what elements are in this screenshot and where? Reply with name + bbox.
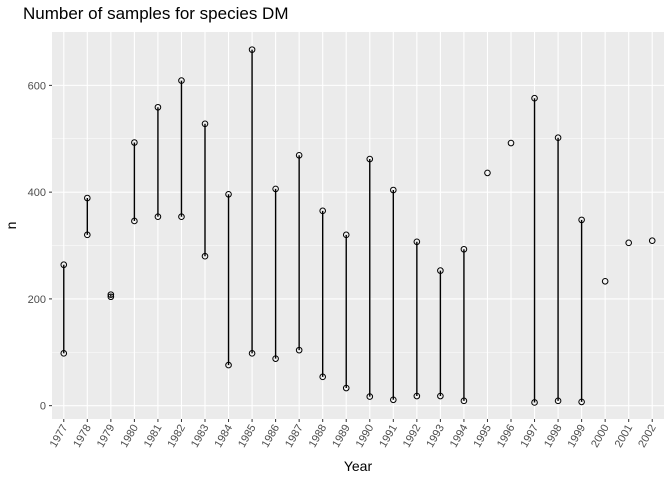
data-point [578,398,585,406]
data-point [248,350,256,357]
data-point [554,397,562,405]
x-tick-label: 2002 [636,423,659,450]
data-point [272,185,279,193]
data-point [248,46,256,53]
y-axis: 0 200 400 600 [28,80,52,413]
x-tick-label: 1978 [71,423,94,450]
x-tick-label: 2001 [613,423,636,450]
data-point [107,293,115,301]
chart-title: Number of samples for species DM [23,4,289,23]
data-point [60,350,68,357]
data-point [366,393,374,400]
x-tick-label: 1990 [354,423,377,450]
data-point [225,361,232,369]
data-point [578,216,585,224]
x-tick-label: 1982 [165,423,188,450]
data-point [131,139,138,146]
x-tick-label: 1985 [236,423,259,450]
y-tick-label: 600 [28,80,46,92]
y-tick-label: 0 [40,401,46,413]
x-tick-label: 1983 [189,423,212,450]
x-tick-label: 1997 [519,423,542,450]
panel-background [52,32,664,419]
data-point [178,77,185,84]
data-point [295,346,303,354]
range-segments [63,49,583,403]
data-point [60,261,68,269]
data-point [554,134,562,141]
x-tick-label: 1986 [260,423,283,450]
data-point [437,267,444,274]
data-point [460,245,468,253]
x-tick-label: 1989 [330,423,353,450]
x-tick-label: 1981 [142,423,165,450]
data-point [625,239,632,247]
data-point [648,237,656,245]
data-point [201,120,209,128]
data-point [225,190,232,198]
data-point [154,213,162,220]
x-tick-label: 1992 [401,423,424,450]
data-point [413,238,421,246]
y-axis-title: n [3,222,19,230]
data-point [178,213,185,220]
x-axis: 1977 1978 1979 1980 1981 1982 1983 1984 1985 1986… [48,419,659,450]
data-point [84,231,91,239]
x-tick-label: 1991 [377,423,400,450]
data-point [390,186,397,194]
data-point [531,399,538,406]
y-tick-label: 400 [28,187,46,199]
data-point [390,396,397,404]
x-tick-label: 1987 [283,423,306,450]
x-tick-label: 1996 [495,423,518,450]
x-tick-label: 1988 [307,423,330,450]
x-tick-label: 1979 [95,423,118,450]
x-tick-label: 1980 [118,423,141,450]
data-point [107,291,115,298]
data-point [507,139,515,147]
data-point [531,94,538,102]
x-axis-title: Year [344,458,373,474]
data-point [272,355,279,362]
data-point [295,152,303,159]
x-tick-label: 1994 [448,423,471,450]
data-point [484,169,491,177]
x-tick-label: 1984 [213,423,236,450]
x-tick-label: 1998 [542,423,565,450]
data-point [131,217,138,225]
x-tick-label: 2000 [589,423,612,450]
data-points [60,46,656,406]
data-point [319,373,326,381]
data-point [342,384,350,392]
data-point [154,103,162,111]
data-point [84,194,91,202]
data-point [460,397,468,405]
data-point [342,231,350,239]
data-point [437,392,444,400]
data-point [366,155,374,163]
x-tick-label: 1977 [48,423,71,450]
y-tick-label: 200 [28,294,46,306]
data-point [601,277,609,285]
data-point [413,392,421,400]
x-tick-label: 1999 [566,423,589,450]
data-point [201,252,209,260]
data-point [319,207,326,215]
x-tick-label: 1995 [471,423,494,450]
x-tick-label: 1993 [424,423,447,450]
